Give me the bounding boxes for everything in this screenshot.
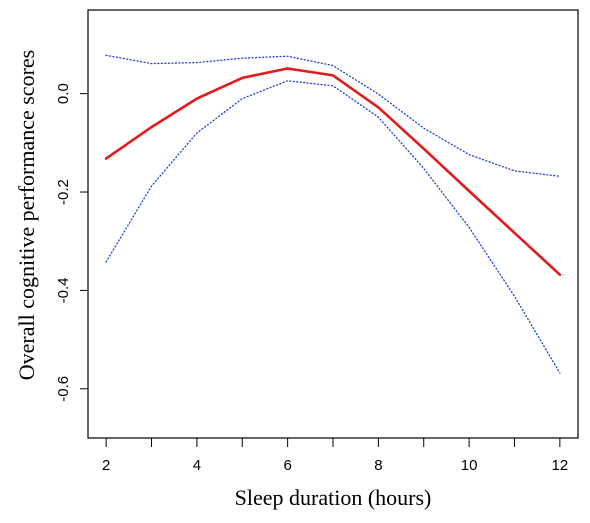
x-tick-label: 4 [193,457,201,474]
x-axis-label: Sleep duration (hours) [235,485,432,510]
series-layer [104,54,562,374]
series-upper-bound-line [105,54,561,177]
y-tick-label: -0.2 [55,179,72,205]
x-tick-label: 2 [102,457,110,474]
x-tick-label: 6 [283,457,291,474]
x-tick-label: 8 [374,457,382,474]
y-axis-label: Overall cognitive performance scores [14,50,39,380]
y-tick-label: -0.6 [55,376,72,402]
series-estimate-line [104,67,562,277]
x-tick-label: 12 [552,457,569,474]
series-lower-bound-line [105,80,561,374]
x-axis: 2 4 6 8 10 12 [102,438,568,474]
y-tick-label: 0.0 [55,83,72,104]
y-axis: 0.0 -0.2 -0.4 -0.6 [55,83,88,402]
x-tick-label: 10 [461,457,478,474]
y-tick-label: -0.4 [55,277,72,303]
